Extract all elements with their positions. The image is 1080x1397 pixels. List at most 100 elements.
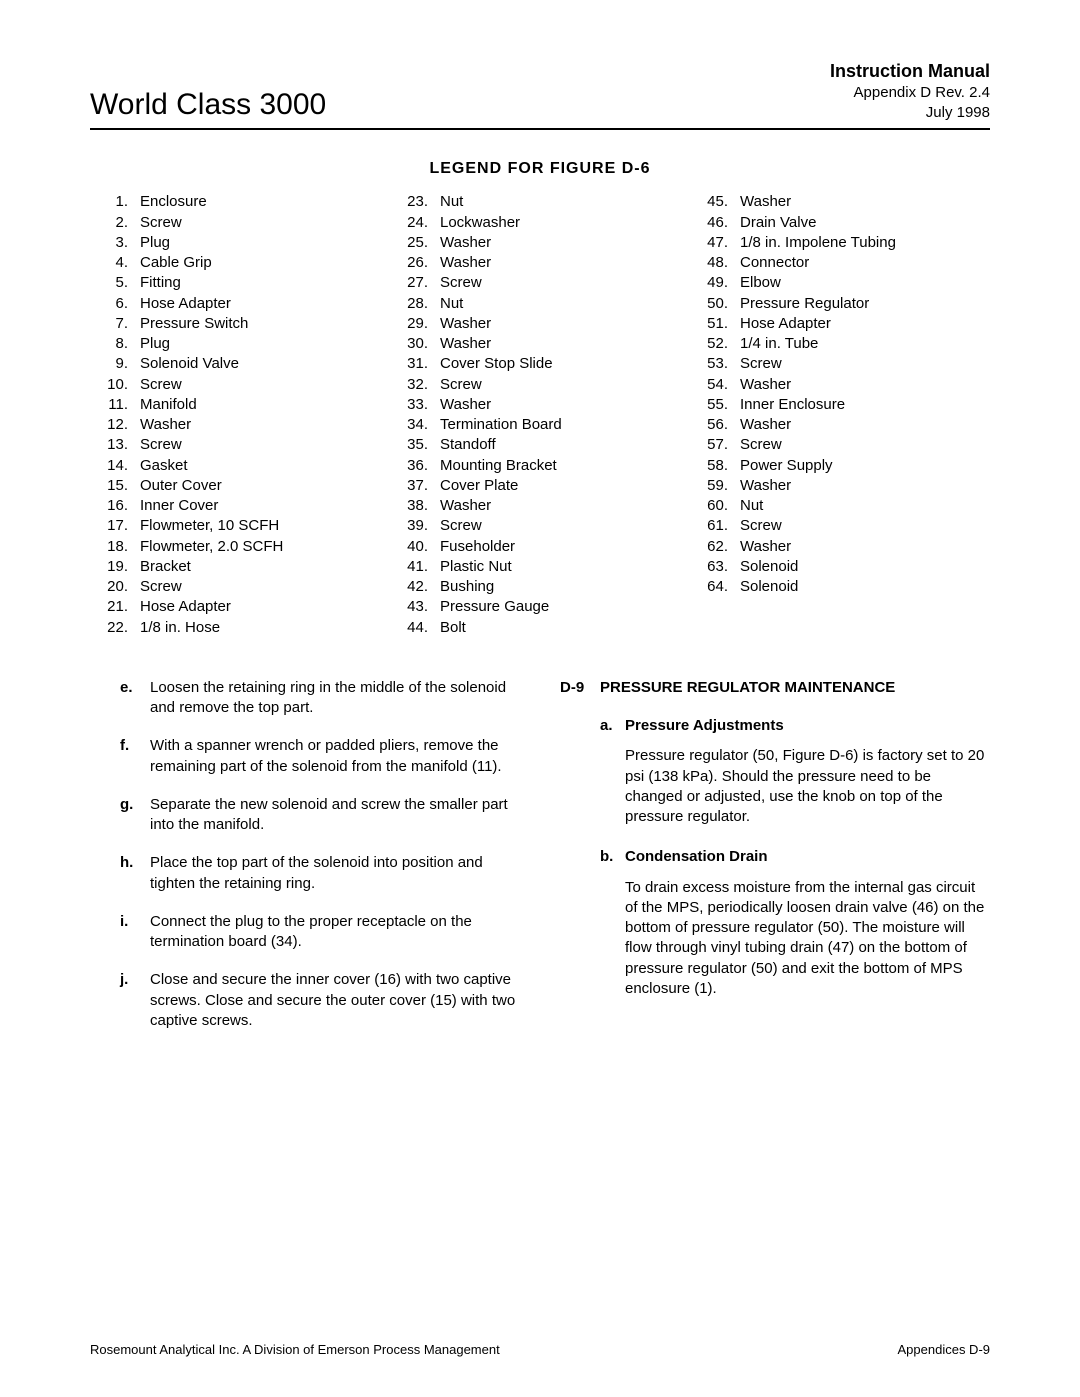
procedure-step: h.Place the top part of the solenoid int… [120,853,520,894]
legend-item: 52.1/4 in. Tube [690,334,990,354]
legend-title: LEGEND FOR FIGURE D-6 [90,160,990,178]
legend-item: 3.Plug [90,233,390,253]
legend-item: 23.Nut [390,192,690,212]
legend-item: 18.Flowmeter, 2.0 SCFH [90,537,390,557]
legend-item-number: 47. [690,233,740,253]
legend-item-text: Power Supply [740,456,833,476]
legend-item-number: 38. [390,496,440,516]
legend-item-number: 4. [90,253,140,273]
legend-item: 46.Drain Valve [690,213,990,233]
legend-item-number: 19. [90,557,140,577]
legend-item-number: 52. [690,334,740,354]
legend-item-text: Screw [740,435,782,455]
legend-item-number: 25. [390,233,440,253]
legend-item-number: 44. [390,618,440,638]
legend-item: 20.Screw [90,577,390,597]
legend-item: 26.Washer [390,253,690,273]
legend-item-number: 24. [390,213,440,233]
legend-item-number: 13. [90,435,140,455]
legend-item-number: 41. [390,557,440,577]
body-columns: e.Loosen the retaining ring in the middl… [90,678,990,1049]
legend-item: 47.1/8 in. Impolene Tubing [690,233,990,253]
legend-item-text: Cover Stop Slide [440,354,553,374]
legend-item: 39.Screw [390,516,690,536]
legend-item: 44.Bolt [390,618,690,638]
legend-col-2: 23.Nut24.Lockwasher25.Washer26.Washer27.… [390,192,690,638]
legend-item-number: 26. [390,253,440,273]
legend-item-text: Washer [740,375,791,395]
legend-item-number: 31. [390,354,440,374]
legend-item-text: Connector [740,253,809,273]
legend-item: 16.Inner Cover [90,496,390,516]
legend-item: 21.Hose Adapter [90,597,390,617]
legend-item-number: 6. [90,294,140,314]
legend-item: 61.Screw [690,516,990,536]
legend-item-number: 15. [90,476,140,496]
legend-item: 32.Screw [390,375,690,395]
legend-item-number: 2. [90,213,140,233]
legend-columns: 1.Enclosure2.Screw3.Plug4.Cable Grip5.Fi… [90,192,990,638]
legend-item-number: 62. [690,537,740,557]
section-number: D-9 [560,678,600,698]
legend-item-text: Inner Enclosure [740,395,845,415]
legend-item-text: Flowmeter, 2.0 SCFH [140,537,283,557]
legend-item: 62.Washer [690,537,990,557]
legend-item: 8.Plug [90,334,390,354]
legend-item-text: Solenoid Valve [140,354,239,374]
legend-item-number: 49. [690,273,740,293]
subsection-body: To drain excess moisture from the intern… [600,878,990,1000]
legend-item: 14.Gasket [90,456,390,476]
manual-label: Instruction Manual [830,60,990,83]
legend-item-number: 59. [690,476,740,496]
legend-item-number: 53. [690,354,740,374]
legend-item-text: Bolt [440,618,466,638]
legend-item-number: 43. [390,597,440,617]
legend-item: 13.Screw [90,435,390,455]
step-letter: j. [120,970,150,1031]
legend-item-text: Manifold [140,395,197,415]
legend-item-number: 33. [390,395,440,415]
legend-item-text: Screw [440,375,482,395]
legend-item-text: Washer [740,415,791,435]
legend-item-text: Nut [440,192,463,212]
legend-item-text: 1/8 in. Hose [140,618,220,638]
legend-item: 54.Washer [690,375,990,395]
subsection-title: Condensation Drain [625,847,768,867]
legend-item-text: Screw [740,354,782,374]
legend-item-number: 61. [690,516,740,536]
legend-item-number: 28. [390,294,440,314]
step-text: With a spanner wrench or padded pliers, … [150,736,520,777]
procedure-step: g.Separate the new solenoid and screw th… [120,795,520,836]
legend-item: 35.Standoff [390,435,690,455]
legend-item: 60.Nut [690,496,990,516]
legend-item-number: 10. [90,375,140,395]
legend-item-number: 63. [690,557,740,577]
legend-item: 6.Hose Adapter [90,294,390,314]
legend-item-number: 56. [690,415,740,435]
procedure-step: i.Connect the plug to the proper recepta… [120,912,520,953]
legend-item: 15.Outer Cover [90,476,390,496]
legend-item: 19.Bracket [90,557,390,577]
doc-title: World Class 3000 [90,88,326,122]
legend-item: 7.Pressure Switch [90,314,390,334]
legend-item: 24.Lockwasher [390,213,690,233]
legend-item: 4.Cable Grip [90,253,390,273]
legend-item-number: 14. [90,456,140,476]
legend-item: 38.Washer [390,496,690,516]
legend-item-text: Drain Valve [740,213,816,233]
legend-item: 22.1/8 in. Hose [90,618,390,638]
section-title: PRESSURE REGULATOR MAINTENANCE [600,678,895,698]
body-col-right: D-9 PRESSURE REGULATOR MAINTENANCE a.Pre… [560,678,990,1049]
legend-item-text: Cover Plate [440,476,518,496]
legend-item-text: Pressure Gauge [440,597,549,617]
legend-item: 40.Fuseholder [390,537,690,557]
legend-item-number: 37. [390,476,440,496]
legend-item: 29.Washer [390,314,690,334]
legend-item-number: 8. [90,334,140,354]
legend-item-text: Lockwasher [440,213,520,233]
procedure-step: e.Loosen the retaining ring in the middl… [120,678,520,719]
legend-item-text: Nut [740,496,763,516]
legend-item-number: 39. [390,516,440,536]
legend-item-number: 58. [690,456,740,476]
legend-item: 31.Cover Stop Slide [390,354,690,374]
